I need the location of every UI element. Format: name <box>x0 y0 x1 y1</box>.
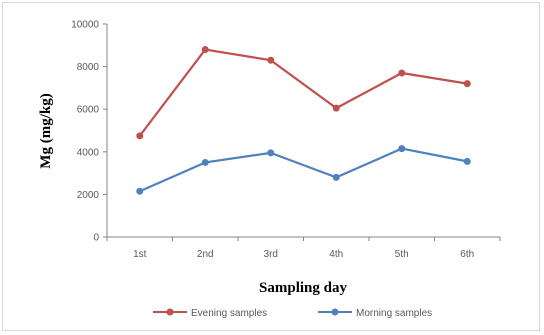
x-tick-label: 2nd <box>197 249 214 260</box>
data-point-evening <box>136 132 144 140</box>
legend: Evening samples Morning samples <box>153 308 432 319</box>
legend-evening-label: Evening samples <box>191 308 267 319</box>
data-point-morning <box>136 187 144 195</box>
x-ticks: 1st 2nd 3rd 4th 5th 6th <box>106 237 501 260</box>
x-tick-label: 5th <box>395 249 409 260</box>
data-point-evening <box>267 56 275 64</box>
y-tick-label: 6000 <box>77 105 100 116</box>
axes <box>106 24 500 238</box>
y-ticks: 0 2000 4000 6000 8000 10000 <box>71 20 107 244</box>
x-tick-label: 3rd <box>264 249 278 260</box>
legend-morning-label: Morning samples <box>356 308 432 319</box>
data-point-morning <box>463 157 471 165</box>
series-line-evening <box>138 48 468 137</box>
legend-item-evening: Evening samples <box>153 308 267 319</box>
data-point-evening <box>332 104 340 112</box>
y-tick-label: 8000 <box>77 62 100 73</box>
y-axis-title: Mg (mg/kg) <box>38 93 54 168</box>
y-tick-label: 10000 <box>71 20 99 31</box>
data-point-evening <box>398 69 406 77</box>
data-point-morning <box>267 149 275 157</box>
series-line-morning <box>139 147 468 193</box>
legend-item-morning: Morning samples <box>318 308 432 319</box>
legend-morning-marker <box>331 308 339 316</box>
x-tick-label: 4th <box>329 249 343 260</box>
y-tick-label: 4000 <box>77 147 100 158</box>
data-point-evening <box>201 46 209 54</box>
data-point-morning <box>201 158 209 166</box>
legend-evening-marker <box>166 308 174 316</box>
series-layer <box>136 46 471 195</box>
x-axis-title: Sampling day <box>259 280 347 296</box>
data-point-evening <box>463 80 471 88</box>
x-tick-label: 1st <box>133 249 147 260</box>
y-tick-label: 2000 <box>77 190 100 201</box>
data-point-morning <box>332 173 340 181</box>
data-point-morning <box>398 145 406 153</box>
y-tick-label: 0 <box>93 233 99 244</box>
x-tick-label: 6th <box>460 249 474 260</box>
